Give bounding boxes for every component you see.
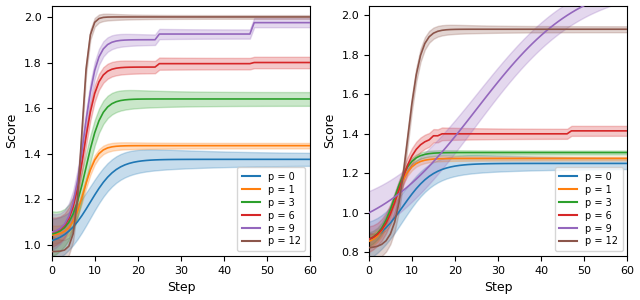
X-axis label: Step: Step	[484, 281, 513, 294]
Legend: p = 0, p = 1, p = 3, p = 6, p = 9, p = 12: p = 0, p = 1, p = 3, p = 6, p = 9, p = 1…	[237, 167, 305, 251]
Legend: p = 0, p = 1, p = 3, p = 6, p = 9, p = 12: p = 0, p = 1, p = 3, p = 6, p = 9, p = 1…	[555, 167, 623, 251]
X-axis label: Step: Step	[166, 281, 195, 294]
Y-axis label: Score: Score	[323, 113, 336, 148]
Y-axis label: Score: Score	[6, 113, 19, 148]
